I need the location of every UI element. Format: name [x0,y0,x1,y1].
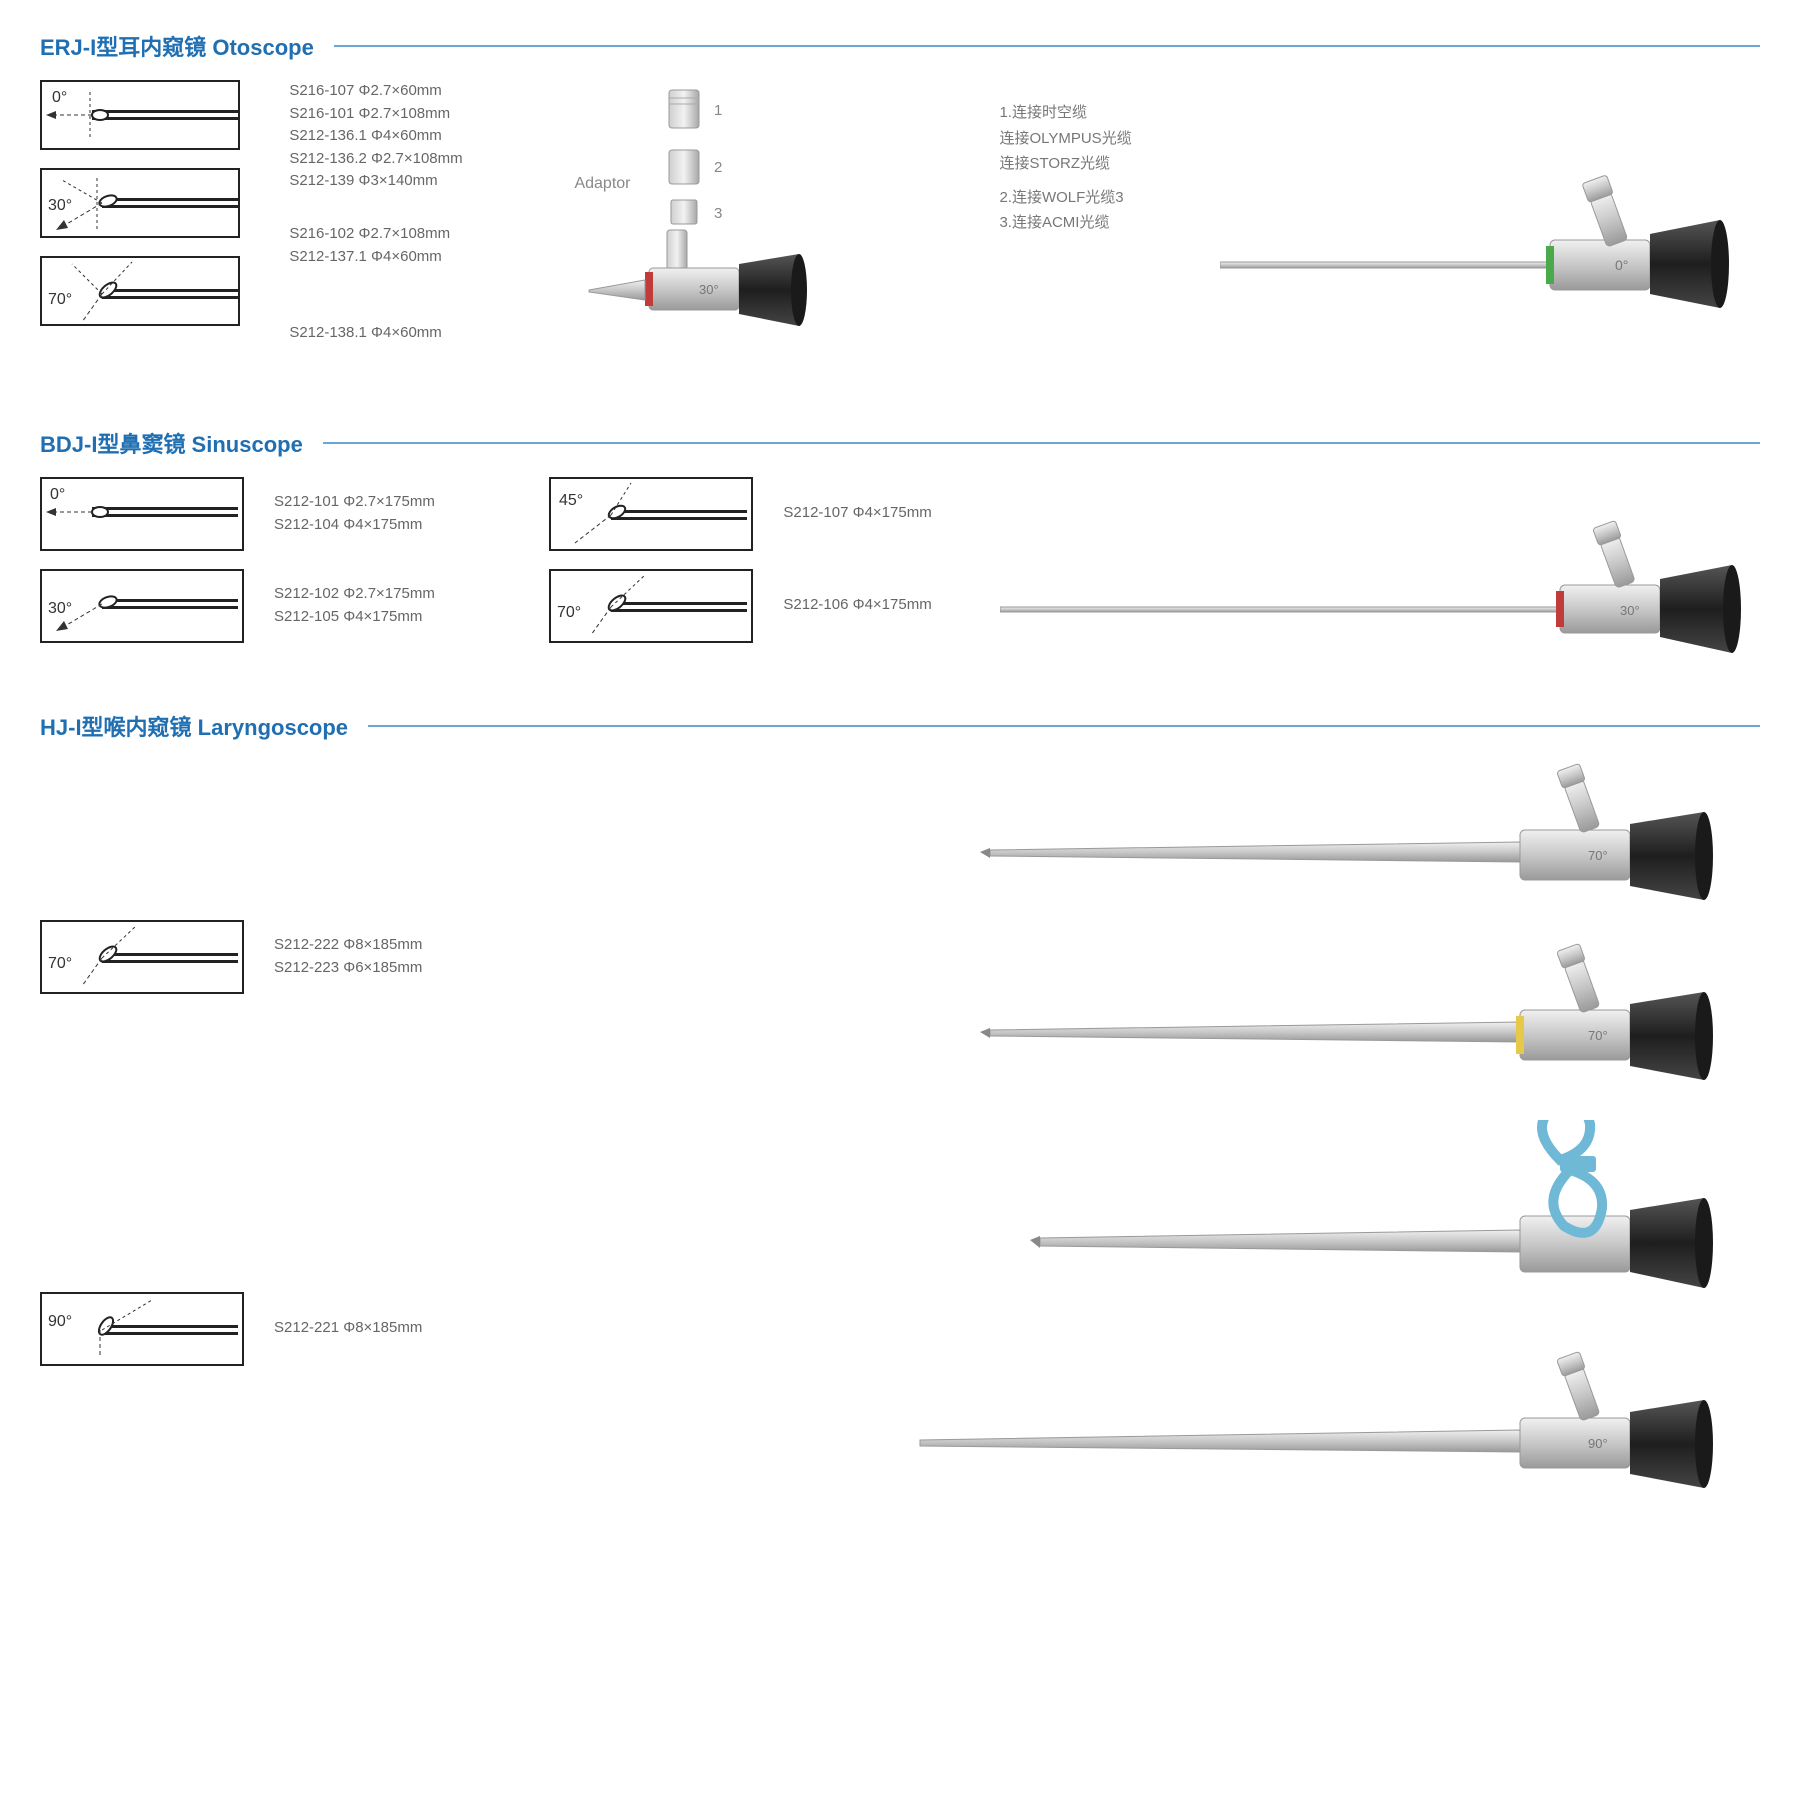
svg-text:70°: 70° [1588,848,1608,863]
scope-handle [840,1120,1740,1310]
svg-text:30°: 30° [48,600,72,617]
otoscope-angle-column: 0° 30° [40,80,289,344]
angle-diagram-70: 70° [40,256,240,326]
spec: S212-139 Φ3×140mm [289,170,519,193]
svg-text:70°: 70° [1588,1028,1608,1043]
svg-text:90°: 90° [48,1313,72,1330]
svg-text:70°: 70° [557,604,581,621]
angle-diagram-45: 45° [549,477,753,551]
title-otoscope: ERJ-I型耳内窥镜 Otoscope [40,30,314,62]
spec: S212-221 Φ8×185mm [274,1317,422,1340]
sinuscope-illustration: 30° [1000,477,1760,670]
angle-diagram-0: 0° [40,477,244,551]
adaptor-notes: 1.连接时空缆 连接OLYMPUS光缆 连接STORZ光缆 2.连接WOLF光缆… [999,80,1220,236]
svg-text:30°: 30° [48,197,72,214]
note: 连接STORZ光缆 [999,151,1220,177]
svg-text:70°: 70° [48,291,72,308]
spec: S216-101 Φ2.7×108mm [289,103,519,126]
svg-text:3: 3 [714,205,722,222]
adaptor-diagram: 1 2 3 [519,80,999,340]
spec: S212-104 Φ4×175mm [274,514,435,537]
note: 连接OLYMPUS光缆 [999,126,1220,152]
angle-diagram-0: 0° [40,80,240,150]
scope-70-yellow: 70° [840,940,1740,1090]
svg-text:2: 2 [714,159,722,176]
title-sinuscope: BDJ-I型鼻窦镜 Sinuscope [40,427,303,459]
note: 1.连接时空缆 [999,100,1220,126]
angle-diagram-70: 70° [40,920,244,994]
spec: S212-136.1 Φ4×60mm [289,125,519,148]
svg-text:30°: 30° [1620,603,1640,618]
note: 3.连接ACMI光缆 [999,210,1220,236]
rule [334,45,1760,47]
section-otoscope: ERJ-I型耳内窥镜 Otoscope 0° [40,30,1760,387]
spec: S212-102 Φ2.7×175mm [274,583,435,606]
title-laryngoscope: HJ-I型喉内窥镜 Laryngoscope [40,710,348,742]
spec: S212-106 Φ4×175mm [783,594,931,617]
scope-70: 70° [840,760,1740,910]
spec: S212-138.1 Φ4×60mm [289,322,519,345]
angle-diagram-30: 30° [40,569,244,643]
angle-label: 0° [52,89,67,106]
angle-diagram-30: 30° [40,168,240,238]
spec: S212-105 Φ4×175mm [274,606,435,629]
adaptor-label: Adaptor [574,175,630,193]
svg-text:0°: 0° [50,486,65,503]
otoscope-straight-scope: 0° [1220,80,1760,343]
svg-text:45°: 45° [559,492,583,509]
svg-text:90°: 90° [1588,1436,1608,1451]
angle-diagram-90: 90° [40,1292,244,1366]
svg-text:0°: 0° [1615,257,1628,273]
spec: S212-136.2 Φ2.7×108mm [289,148,519,171]
laryngoscope-illustrations: 70° 70° [560,760,1760,1500]
spec: S216-107 Φ2.7×60mm [289,80,519,103]
otoscope-spec-column: S216-107 Φ2.7×60mm S216-101 Φ2.7×108mm S… [289,80,519,387]
svg-text:1: 1 [714,102,722,119]
spec: S212-222 Φ8×185mm [274,934,422,957]
angle-diagram-70: 70° [549,569,753,643]
spec: S212-137.1 Φ4×60mm [289,246,519,269]
svg-text:30°: 30° [699,282,719,297]
spec: S212-101 Φ2.7×175mm [274,491,435,514]
section-header: ERJ-I型耳内窥镜 Otoscope [40,30,1760,62]
spec: S212-107 Φ4×175mm [783,502,931,525]
section-laryngoscope: HJ-I型喉内窥镜 Laryngoscope 70° S212-222 Φ8×1… [40,710,1760,1500]
note: 2.连接WOLF光缆3 [999,185,1220,211]
section-sinuscope: BDJ-I型鼻窦镜 Sinuscope 0° S212-101 Φ2.7×175… [40,427,1760,670]
scope-90: 90° [840,1340,1740,1500]
svg-text:70°: 70° [48,955,72,972]
spec: S212-223 Φ6×185mm [274,957,422,980]
spec: S216-102 Φ2.7×108mm [289,223,519,246]
